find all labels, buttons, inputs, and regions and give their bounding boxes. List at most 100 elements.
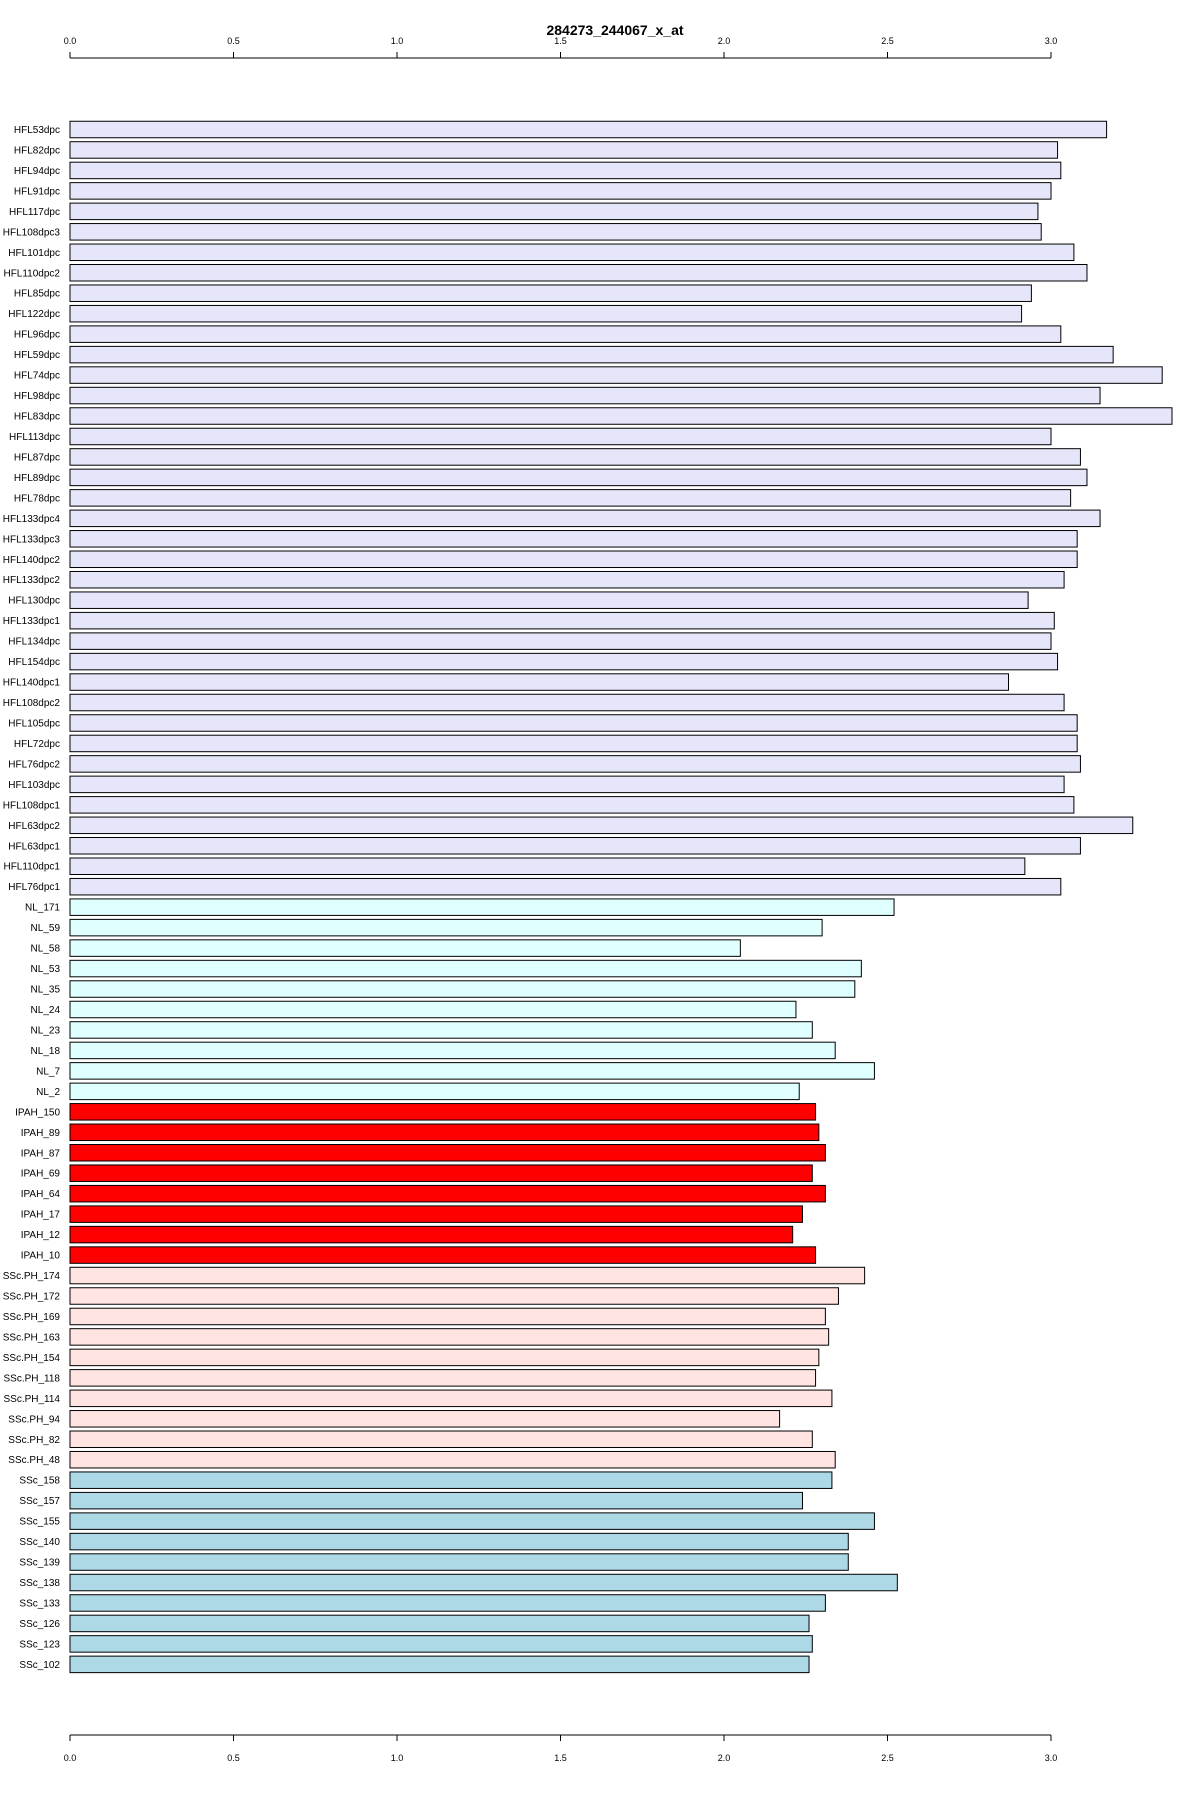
category-label: SSc.PH_172 bbox=[3, 1292, 61, 1303]
bottom-tick-label: 0.5 bbox=[227, 1753, 240, 1763]
bar-NL_7 bbox=[69, 1062, 875, 1080]
category-label: IPAH_89 bbox=[21, 1128, 61, 1139]
category-label: SSc.PH_94 bbox=[8, 1414, 60, 1425]
bar-HFL108dpc2 bbox=[69, 693, 1065, 712]
category-label: HFL85dpc bbox=[14, 289, 60, 300]
category-label: HFL87dpc bbox=[14, 452, 60, 463]
category-label: SSc_140 bbox=[19, 1537, 60, 1548]
category-label: HFL82dpc bbox=[14, 145, 60, 156]
category-label: HFL130dpc bbox=[8, 596, 60, 607]
category-label: SSc.PH_154 bbox=[3, 1353, 61, 1364]
category-label: HFL72dpc bbox=[14, 739, 60, 750]
bar-HFL63dpc2 bbox=[69, 816, 1134, 835]
category-label: IPAH_17 bbox=[21, 1210, 61, 1221]
bar-SSc.PH_94 bbox=[69, 1410, 781, 1428]
bar-IPAH_150 bbox=[69, 1103, 817, 1121]
category-label: HFL103dpc bbox=[8, 780, 60, 791]
top-tick-label: 3.0 bbox=[1045, 36, 1058, 46]
chart-title: 284273_244067_x_at bbox=[546, 22, 683, 38]
bottom-tick-label: 2.0 bbox=[718, 1753, 731, 1763]
category-label: HFL140dpc1 bbox=[3, 678, 61, 689]
top-tick-label: 0.0 bbox=[64, 36, 77, 46]
category-label: HFL101dpc bbox=[8, 248, 60, 259]
bar-SSc_126 bbox=[69, 1614, 810, 1633]
category-label: HFL108dpc2 bbox=[3, 698, 61, 709]
bar-SSc.PH_154 bbox=[69, 1348, 820, 1367]
bar-HFL154dpc bbox=[69, 652, 1059, 671]
bar-HFL85dpc bbox=[69, 284, 1032, 302]
category-label: HFL134dpc bbox=[8, 637, 60, 648]
bar-HFL117dpc bbox=[69, 202, 1039, 221]
category-label: HFL140dpc2 bbox=[3, 555, 61, 566]
category-label: NL_59 bbox=[31, 923, 61, 934]
category-label: HFL76dpc1 bbox=[8, 882, 60, 893]
bottom-tick-label: 3.0 bbox=[1045, 1753, 1058, 1763]
category-label: SSc_123 bbox=[19, 1639, 60, 1650]
category-label: SSc_155 bbox=[19, 1517, 60, 1528]
bottom-tick-label: 1.5 bbox=[554, 1753, 567, 1763]
category-label: SSc.PH_82 bbox=[8, 1435, 60, 1446]
category-label: IPAH_87 bbox=[21, 1148, 61, 1159]
bar-HFL72dpc bbox=[69, 734, 1078, 753]
category-label: NL_7 bbox=[36, 1066, 60, 1077]
category-label: HFL91dpc bbox=[14, 186, 60, 197]
bar-HFL76dpc1 bbox=[69, 877, 1062, 896]
bar-IPAH_89 bbox=[69, 1123, 820, 1142]
category-label: HFL89dpc bbox=[14, 473, 60, 484]
bar-SSc.PH_172 bbox=[69, 1287, 839, 1305]
category-label: IPAH_150 bbox=[15, 1107, 60, 1118]
bar-SSc_140 bbox=[69, 1532, 849, 1551]
category-label: HFL122dpc bbox=[8, 309, 60, 320]
bar-HFL134dpc bbox=[69, 632, 1052, 650]
bar-HFL94dpc bbox=[69, 161, 1062, 180]
bar-SSc_158 bbox=[69, 1471, 833, 1489]
category-label: HFL74dpc bbox=[14, 371, 60, 382]
category-label: IPAH_12 bbox=[21, 1230, 61, 1241]
category-label: HFL108dpc1 bbox=[3, 800, 61, 811]
category-label: SSc.PH_114 bbox=[3, 1394, 60, 1405]
category-label: HFL117dpc bbox=[9, 207, 60, 218]
category-label: NL_2 bbox=[36, 1087, 60, 1098]
bar-HFL110dpc1 bbox=[69, 857, 1026, 875]
bar-HFL53dpc bbox=[69, 120, 1108, 139]
top-tick-label: 1.0 bbox=[391, 36, 404, 46]
category-label: SSc.PH_118 bbox=[3, 1373, 60, 1384]
bar-IPAH_17 bbox=[69, 1205, 803, 1223]
bar-HFL133dpc3 bbox=[69, 530, 1078, 548]
bar-SSc_133 bbox=[69, 1594, 826, 1612]
bar-SSc_138 bbox=[69, 1573, 898, 1592]
bar-series bbox=[69, 120, 1173, 1674]
bar-SSc_102 bbox=[69, 1655, 810, 1674]
category-label: NL_58 bbox=[31, 944, 61, 955]
bar-SSc_155 bbox=[69, 1512, 875, 1530]
category-label: IPAH_69 bbox=[21, 1169, 61, 1180]
category-label: HFL133dpc4 bbox=[3, 514, 61, 525]
category-label: SSc_158 bbox=[19, 1476, 60, 1487]
bar-SSc_157 bbox=[69, 1491, 803, 1510]
bar-HFL130dpc bbox=[69, 591, 1029, 609]
bar-NL_58 bbox=[69, 939, 741, 957]
category-label: HFL133dpc1 bbox=[3, 616, 61, 627]
bar-HFL83dpc bbox=[69, 407, 1173, 425]
bar-HFL76dpc2 bbox=[69, 755, 1081, 773]
bar-HFL89dpc bbox=[69, 468, 1088, 487]
category-label: HFL108dpc3 bbox=[3, 227, 61, 238]
bar-HFL108dpc1 bbox=[69, 796, 1075, 814]
bar-HFL82dpc bbox=[69, 141, 1059, 159]
bar-SSc.PH_118 bbox=[69, 1369, 817, 1387]
category-label: HFL78dpc bbox=[14, 493, 60, 504]
bar-NL_53 bbox=[69, 959, 862, 978]
bar-SSc.PH_163 bbox=[69, 1328, 830, 1346]
bar-HFL105dpc bbox=[69, 714, 1078, 732]
bottom-tick-label: 1.0 bbox=[391, 1753, 404, 1763]
category-label: HFL98dpc bbox=[14, 391, 60, 402]
category-label: SSc.PH_48 bbox=[8, 1455, 60, 1466]
category-label: SSc_126 bbox=[19, 1619, 60, 1630]
category-label: NL_53 bbox=[31, 964, 61, 975]
bar-HFL101dpc bbox=[69, 243, 1075, 262]
category-label: NL_35 bbox=[31, 985, 61, 996]
category-label: NL_171 bbox=[25, 903, 60, 914]
bottom-axis: 0.0 0.5 1.0 1.5 2.0 2.5 3.0 bbox=[64, 1734, 1058, 1763]
bar-HFL74dpc bbox=[69, 366, 1163, 384]
